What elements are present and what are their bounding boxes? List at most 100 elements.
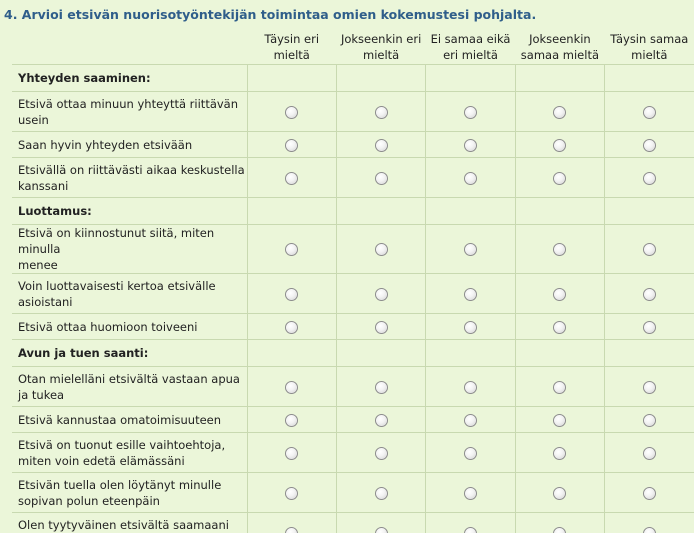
radio-cell[interactable]: [604, 157, 694, 198]
radio-button-option-3[interactable]: [464, 243, 477, 256]
radio-cell[interactable]: [425, 157, 516, 198]
radio-button-option-4[interactable]: [553, 105, 567, 119]
radio-button-option-5[interactable]: [643, 526, 657, 533]
radio-button-option-1[interactable]: [285, 526, 299, 533]
radio-button-option-5[interactable]: [643, 486, 657, 500]
radio-cell[interactable]: [335, 131, 426, 158]
radio-cell[interactable]: [246, 91, 337, 132]
radio-button-option-3[interactable]: [464, 413, 477, 427]
radio-button-option-1[interactable]: [285, 105, 299, 119]
radio-button-option-5[interactable]: [643, 380, 657, 394]
radio-cell[interactable]: [246, 472, 337, 513]
radio-cell[interactable]: [335, 91, 426, 132]
radio-cell[interactable]: [246, 406, 337, 433]
radio-button-option-2[interactable]: [374, 105, 388, 119]
radio-button-option-3[interactable]: [464, 446, 477, 460]
radio-cell[interactable]: [604, 366, 694, 407]
radio-button-option-5[interactable]: [643, 446, 657, 460]
radio-cell[interactable]: [425, 273, 516, 314]
radio-cell[interactable]: [514, 406, 605, 433]
radio-button-option-4[interactable]: [553, 486, 567, 500]
radio-button-option-4[interactable]: [553, 446, 567, 460]
radio-cell[interactable]: [335, 512, 426, 533]
radio-cell[interactable]: [604, 432, 694, 473]
radio-button-option-2[interactable]: [374, 380, 388, 394]
radio-button-option-2[interactable]: [374, 287, 388, 301]
radio-button-option-2[interactable]: [374, 138, 388, 152]
radio-cell[interactable]: [335, 366, 426, 407]
radio-cell[interactable]: [514, 273, 605, 314]
radio-cell[interactable]: [514, 224, 605, 274]
radio-cell[interactable]: [335, 472, 426, 513]
radio-cell[interactable]: [425, 432, 516, 473]
radio-button-option-2[interactable]: [374, 320, 388, 334]
radio-button-option-5[interactable]: [643, 138, 657, 152]
radio-cell[interactable]: [604, 273, 694, 314]
radio-button-option-3[interactable]: [464, 486, 477, 500]
radio-cell[interactable]: [335, 224, 426, 274]
radio-button-option-4[interactable]: [553, 171, 567, 185]
radio-cell[interactable]: [604, 131, 694, 158]
radio-cell[interactable]: [246, 224, 337, 274]
radio-button-option-2[interactable]: [374, 413, 388, 427]
radio-cell[interactable]: [425, 224, 516, 274]
radio-cell[interactable]: [246, 366, 337, 407]
radio-button-option-5[interactable]: [643, 287, 657, 301]
radio-cell[interactable]: [514, 313, 605, 340]
radio-button-option-1[interactable]: [285, 413, 299, 427]
radio-button-option-1[interactable]: [285, 287, 299, 301]
radio-cell[interactable]: [246, 313, 337, 340]
radio-button-option-1[interactable]: [285, 486, 299, 500]
radio-cell[interactable]: [604, 512, 694, 533]
radio-button-option-1[interactable]: [285, 380, 299, 394]
radio-button-option-4[interactable]: [553, 413, 567, 427]
radio-button-option-2[interactable]: [374, 526, 388, 533]
radio-cell[interactable]: [425, 313, 516, 340]
radio-cell[interactable]: [335, 273, 426, 314]
radio-cell[interactable]: [335, 432, 426, 473]
radio-cell[interactable]: [514, 157, 605, 198]
radio-cell[interactable]: [246, 157, 337, 198]
radio-cell[interactable]: [604, 224, 694, 274]
radio-button-option-3[interactable]: [464, 287, 477, 301]
radio-button-option-3[interactable]: [464, 380, 477, 394]
radio-cell[interactable]: [425, 512, 516, 533]
radio-cell[interactable]: [335, 406, 426, 433]
radio-cell[interactable]: [246, 432, 337, 473]
radio-button-option-2[interactable]: [374, 446, 388, 460]
radio-cell[interactable]: [604, 472, 694, 513]
radio-cell[interactable]: [246, 273, 337, 314]
radio-button-option-2[interactable]: [374, 171, 388, 185]
radio-cell[interactable]: [514, 131, 605, 158]
radio-button-option-1[interactable]: [285, 171, 299, 185]
radio-button-option-3[interactable]: [464, 138, 477, 152]
radio-button-option-5[interactable]: [643, 320, 657, 334]
radio-cell[interactable]: [425, 91, 516, 132]
radio-button-option-4[interactable]: [553, 320, 567, 334]
radio-button-option-4[interactable]: [553, 380, 567, 394]
radio-button-option-3[interactable]: [464, 171, 477, 185]
radio-cell[interactable]: [425, 406, 516, 433]
radio-button-option-2[interactable]: [374, 243, 388, 256]
radio-cell[interactable]: [425, 131, 516, 158]
radio-button-option-3[interactable]: [464, 105, 477, 119]
radio-button-option-5[interactable]: [643, 171, 657, 185]
radio-cell[interactable]: [514, 91, 605, 132]
radio-button-option-3[interactable]: [464, 320, 477, 334]
radio-cell[interactable]: [514, 366, 605, 407]
radio-button-option-1[interactable]: [285, 243, 299, 256]
radio-button-option-4[interactable]: [553, 243, 567, 256]
radio-cell[interactable]: [425, 366, 516, 407]
radio-button-option-1[interactable]: [285, 446, 299, 460]
radio-button-option-2[interactable]: [374, 486, 388, 500]
radio-cell[interactable]: [425, 472, 516, 513]
radio-cell[interactable]: [246, 131, 337, 158]
radio-cell[interactable]: [335, 313, 426, 340]
radio-button-option-4[interactable]: [553, 526, 567, 533]
radio-cell[interactable]: [246, 512, 337, 533]
radio-button-option-4[interactable]: [553, 287, 567, 301]
radio-button-option-5[interactable]: [643, 105, 657, 119]
radio-button-option-4[interactable]: [553, 138, 567, 152]
radio-cell[interactable]: [604, 91, 694, 132]
radio-cell[interactable]: [604, 313, 694, 340]
